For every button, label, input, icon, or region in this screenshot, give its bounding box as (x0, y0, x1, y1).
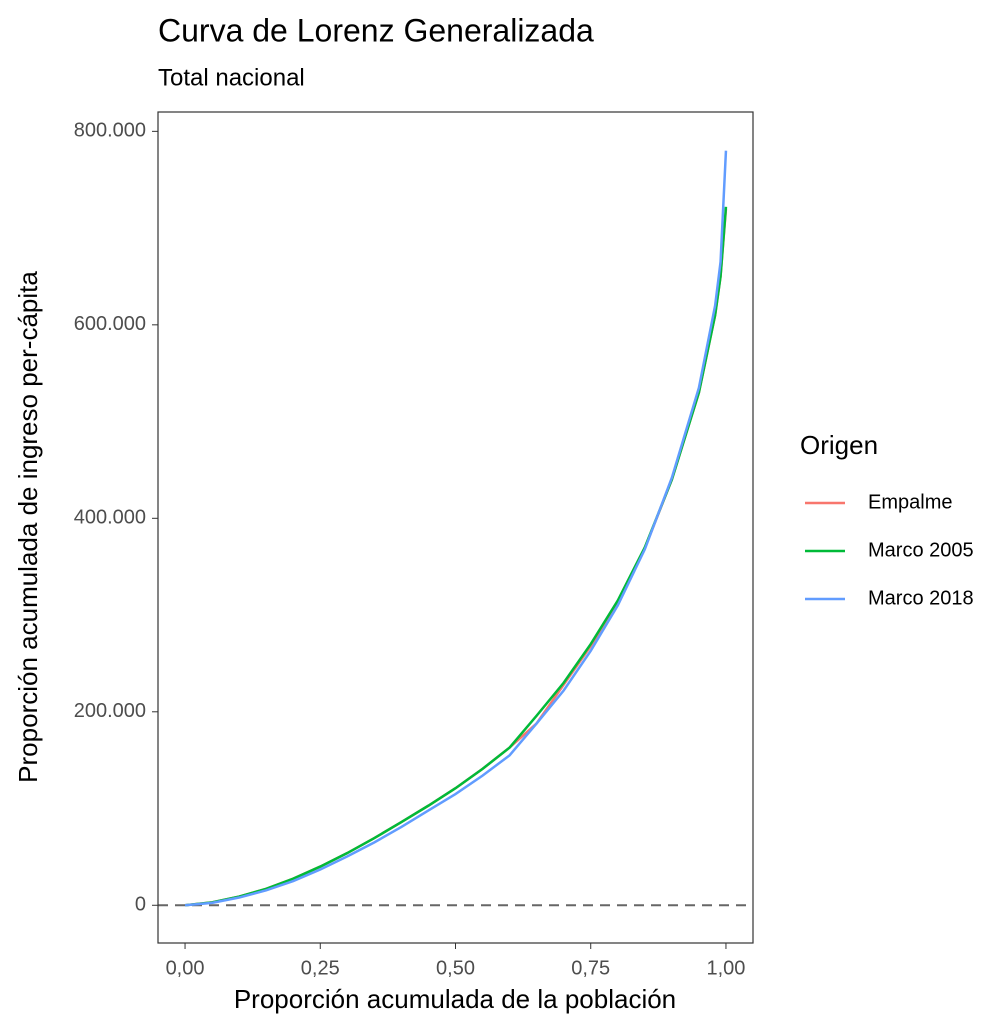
x-tick-label: 0,00 (166, 957, 205, 979)
series-line (184, 208, 728, 907)
y-axis-label: Proporción acumulada de ingreso per-cápi… (13, 271, 43, 783)
x-tick-label: 0,25 (301, 957, 340, 979)
legend-title: Origen (800, 430, 878, 460)
y-tick-label: 0 (135, 894, 146, 916)
y-tick-label: 200.000 (74, 700, 146, 722)
legend-label: Empalme (868, 491, 952, 513)
legend-label: Marco 2018 (868, 587, 974, 609)
chart-subtitle: Total nacional (158, 64, 305, 91)
x-axis-label: Proporción acumulada de la población (234, 984, 676, 1014)
series-line (184, 206, 728, 907)
x-tick-label: 0,50 (436, 957, 475, 979)
x-tick-label: 0,75 (571, 957, 610, 979)
y-tick-label: 400.000 (74, 507, 146, 529)
legend-label: Marco 2005 (868, 539, 974, 561)
y-tick-label: 800.000 (74, 120, 146, 142)
chart-title: Curva de Lorenz Generalizada (158, 12, 594, 48)
plot-border (157, 111, 754, 944)
y-tick-label: 600.000 (74, 313, 146, 335)
series-line (184, 150, 728, 907)
x-tick-label: 1,00 (706, 957, 745, 979)
